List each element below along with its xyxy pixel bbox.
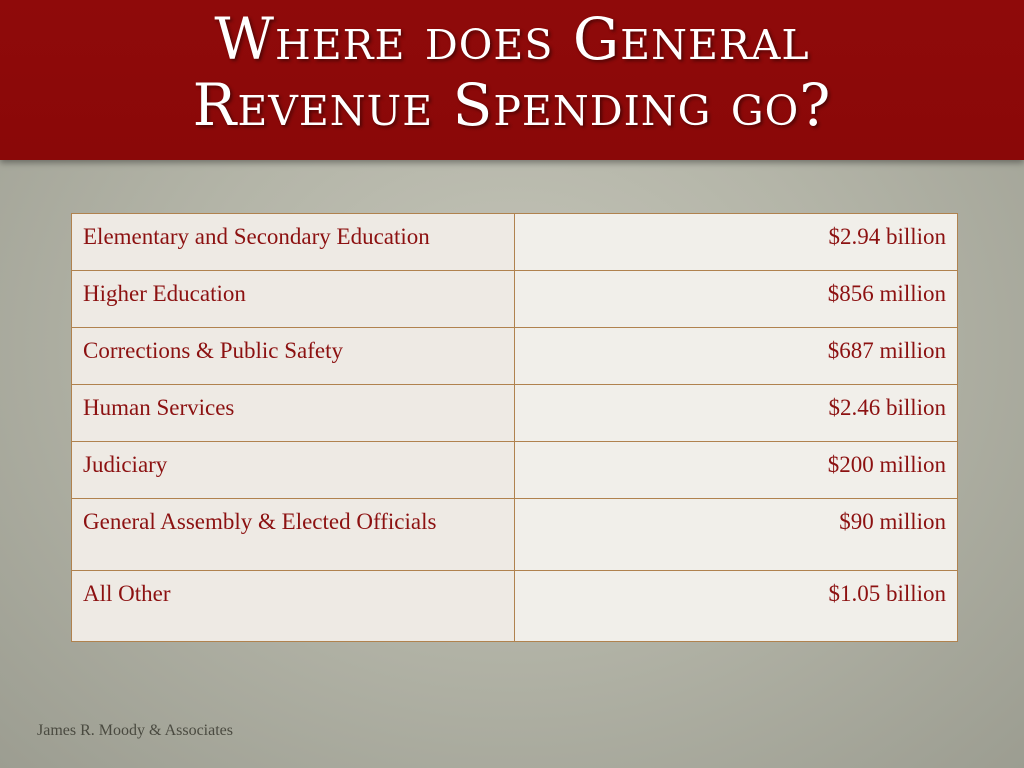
slide-title-line-2: Revenue Spending go? [192,71,832,139]
amount-cell: $856 million [514,270,958,328]
amount-cell: $200 million [514,441,958,499]
title-band [0,0,1024,160]
slide-title-line-1: Where does General [214,5,810,73]
amount-cell: $687 million [514,327,958,385]
amount-cell: $2.46 billion [514,384,958,442]
table-row: Higher Education $856 million [71,270,958,328]
spending-table: Elementary and Secondary Education $2.94… [71,213,958,642]
category-cell: Corrections & Public Safety [71,327,515,385]
footer-credit: James R. Moody & Associates [37,722,233,739]
table-row: Elementary and Secondary Education $2.94… [71,213,958,271]
category-cell: General Assembly & Elected Officials [71,498,515,571]
slide-title: Where does General Revenue Spending go? [0,6,1024,138]
table-row: General Assembly & Elected Officials $90… [71,498,958,571]
table-row: Judiciary $200 million [71,441,958,499]
table-row: Corrections & Public Safety $687 million [71,327,958,385]
table-row: All Other $1.05 billion [71,570,958,642]
amount-cell: $2.94 billion [514,213,958,271]
table-row: Human Services $2.46 billion [71,384,958,442]
category-cell: All Other [71,570,515,642]
category-cell: Higher Education [71,270,515,328]
category-cell: Human Services [71,384,515,442]
category-cell: Elementary and Secondary Education [71,213,515,271]
amount-cell: $90 million [514,498,958,571]
category-cell: Judiciary [71,441,515,499]
amount-cell: $1.05 billion [514,570,958,642]
